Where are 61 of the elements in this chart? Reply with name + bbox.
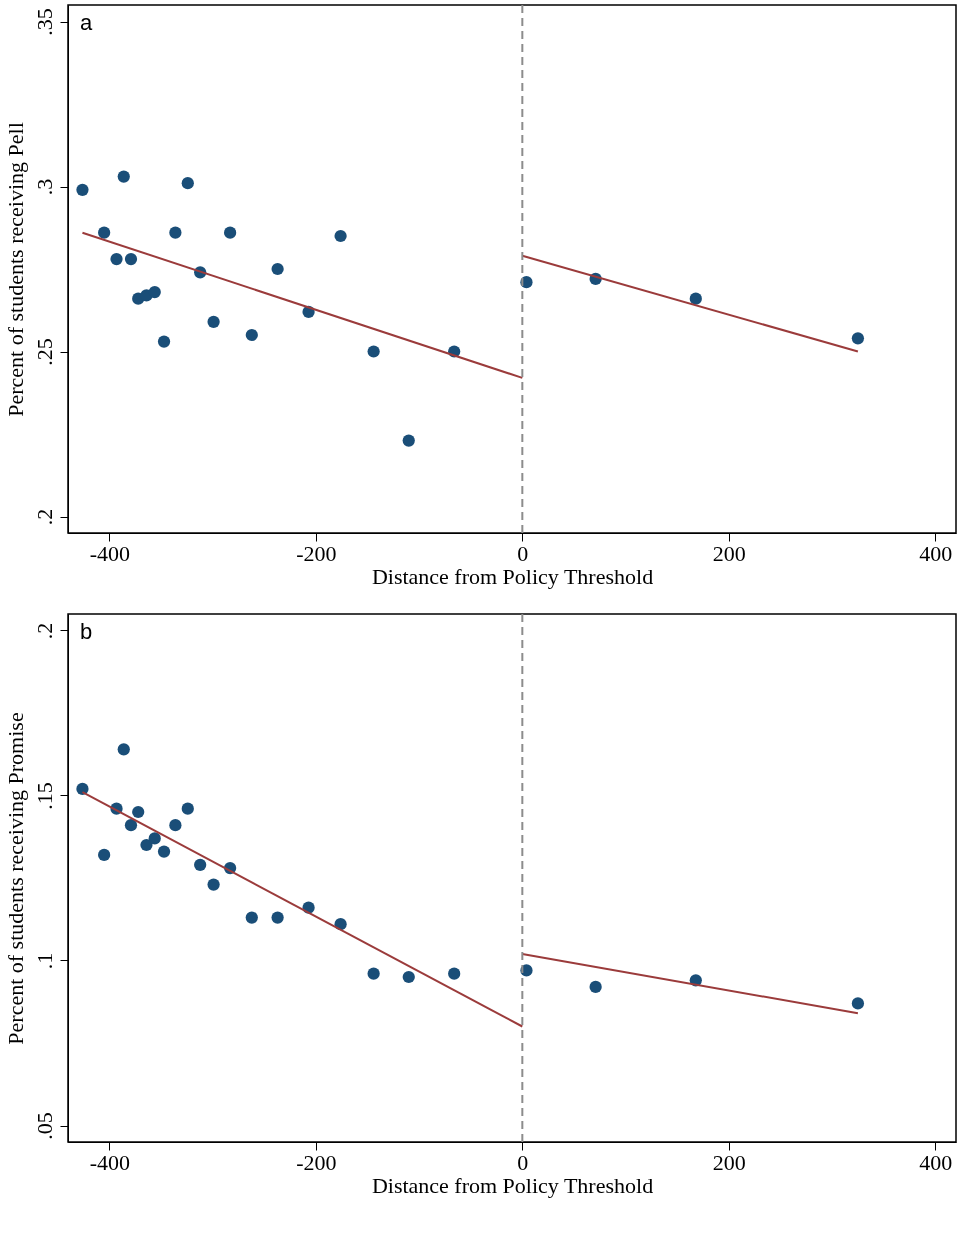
point <box>271 262 284 276</box>
x-tick-label: -400 <box>89 540 130 566</box>
point <box>207 878 220 891</box>
point <box>148 285 161 299</box>
point <box>98 226 111 239</box>
y-axis-title: Percent of students receiving Pell <box>2 122 28 417</box>
point <box>98 848 111 862</box>
point <box>76 782 89 796</box>
point <box>589 980 602 994</box>
y-tick-label: .2 <box>31 622 57 640</box>
x-tick-label: -200 <box>296 540 337 566</box>
point <box>271 911 284 924</box>
point <box>367 345 380 358</box>
point <box>402 434 415 447</box>
point <box>689 292 702 305</box>
point <box>169 226 182 239</box>
point <box>181 802 194 815</box>
point <box>140 838 153 852</box>
y-tick-label: .3 <box>31 178 57 196</box>
point <box>124 252 138 266</box>
x-tick-label: 400 <box>919 540 953 566</box>
x-tick-label: 400 <box>919 1149 953 1175</box>
point <box>223 226 237 239</box>
x-tick-label: 0 <box>517 540 529 566</box>
y-tick-label: .25 <box>31 338 57 366</box>
point <box>124 819 138 832</box>
y-tick-label: .1 <box>31 952 57 970</box>
x-tick-label: 200 <box>712 540 746 566</box>
point <box>132 805 145 819</box>
point <box>76 183 89 196</box>
chart-title: a <box>80 10 93 35</box>
point <box>851 332 865 345</box>
x-tick-label: 0 <box>517 1149 529 1175</box>
point <box>148 832 161 845</box>
point <box>117 743 130 756</box>
y-tick-label: .2 <box>31 508 57 526</box>
x-axis-title: Distance from Policy Threshold <box>371 1172 654 1198</box>
y-tick-label: .15 <box>31 782 57 810</box>
point <box>851 997 865 1010</box>
point <box>194 858 207 871</box>
chart-title: b <box>80 619 93 644</box>
point <box>448 967 461 980</box>
x-tick-label: 200 <box>712 1149 746 1175</box>
x-tick-label: -200 <box>296 1149 337 1175</box>
point <box>245 328 258 342</box>
point <box>110 252 123 266</box>
point <box>181 177 194 190</box>
point <box>245 911 258 924</box>
point <box>334 229 347 243</box>
point <box>367 967 380 980</box>
point <box>157 845 171 858</box>
point <box>207 315 220 328</box>
y-tick-label: .05 <box>31 1112 57 1140</box>
point <box>117 170 130 183</box>
point <box>402 970 415 984</box>
y-axis-title: Percent of students receiving Promise <box>2 712 28 1045</box>
point <box>169 819 182 832</box>
y-tick-label: .35 <box>31 8 57 36</box>
x-axis-title: Distance from Policy Threshold <box>371 563 654 589</box>
x-tick-label: -400 <box>89 1149 130 1175</box>
point <box>157 335 171 348</box>
